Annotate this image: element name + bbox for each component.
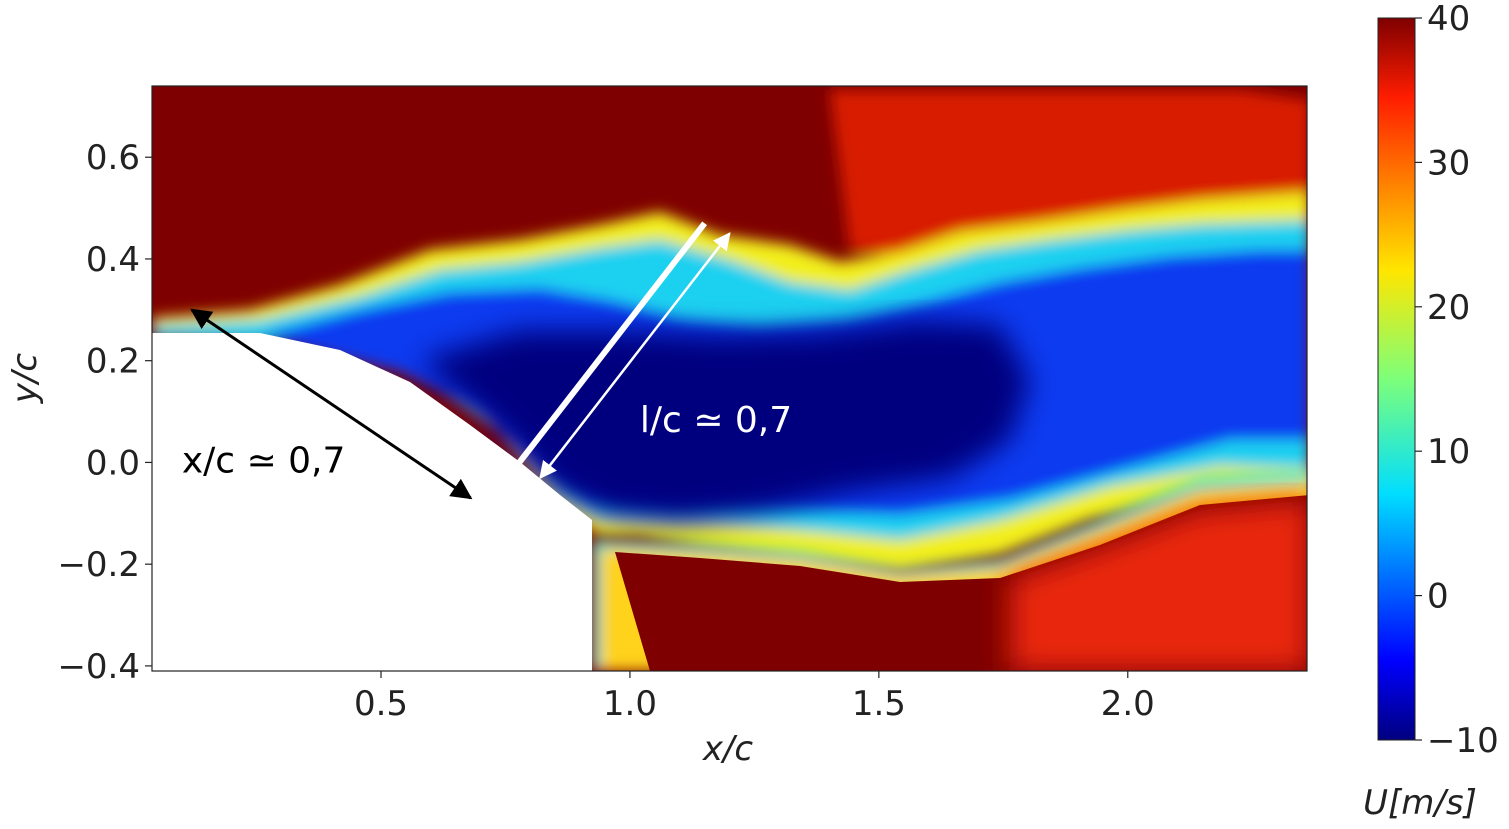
x-axis-label: x/c <box>702 729 754 769</box>
colorbar-tick-label: −10 <box>1427 721 1499 761</box>
velocity-heatmap <box>152 86 1307 671</box>
l-distance-label: l/c ≃ 0,7 <box>640 400 792 441</box>
colorbar-tick-label: 40 <box>1427 0 1470 39</box>
colorbar-label: U[m/s] <box>1363 783 1477 823</box>
colorbar-tick-label: 30 <box>1427 143 1470 183</box>
x-tick-label: 1.5 <box>852 684 906 724</box>
y-tick-label: 0.4 <box>86 240 140 280</box>
colorbar-tick-label: 10 <box>1427 432 1470 472</box>
l-distance-arrow <box>539 232 731 480</box>
x-axis: 0.5 1.0 1.5 2.0 <box>354 671 1155 724</box>
x-distance-arrow <box>190 308 473 500</box>
y-axis: 0.6 0.4 0.2 0.0 −0.2 −0.4 <box>57 138 152 687</box>
y-tick-label: 0.2 <box>86 342 140 382</box>
x-tick-label: 2.0 <box>1101 684 1155 724</box>
colorbar <box>1377 17 1416 741</box>
y-axis-label: y/c <box>5 353 45 405</box>
y-tick-label: 0.6 <box>86 138 140 178</box>
lower-stream-downstream <box>1010 500 1307 671</box>
y-tick-label: 0.0 <box>86 443 140 483</box>
x-tick-label: 1.0 <box>603 684 657 724</box>
colorbar-tick-label: 0 <box>1427 577 1449 617</box>
x-distance-label: x/c ≃ 0,7 <box>182 441 346 482</box>
plot-frame <box>151 85 1308 672</box>
colorbar-axis: 40 30 20 10 0 −10 <box>1415 0 1499 761</box>
x-tick-label: 0.5 <box>354 684 408 724</box>
y-tick-label: −0.4 <box>57 647 140 687</box>
y-tick-label: −0.2 <box>57 545 140 585</box>
colorbar-tick-label: 20 <box>1427 288 1470 328</box>
